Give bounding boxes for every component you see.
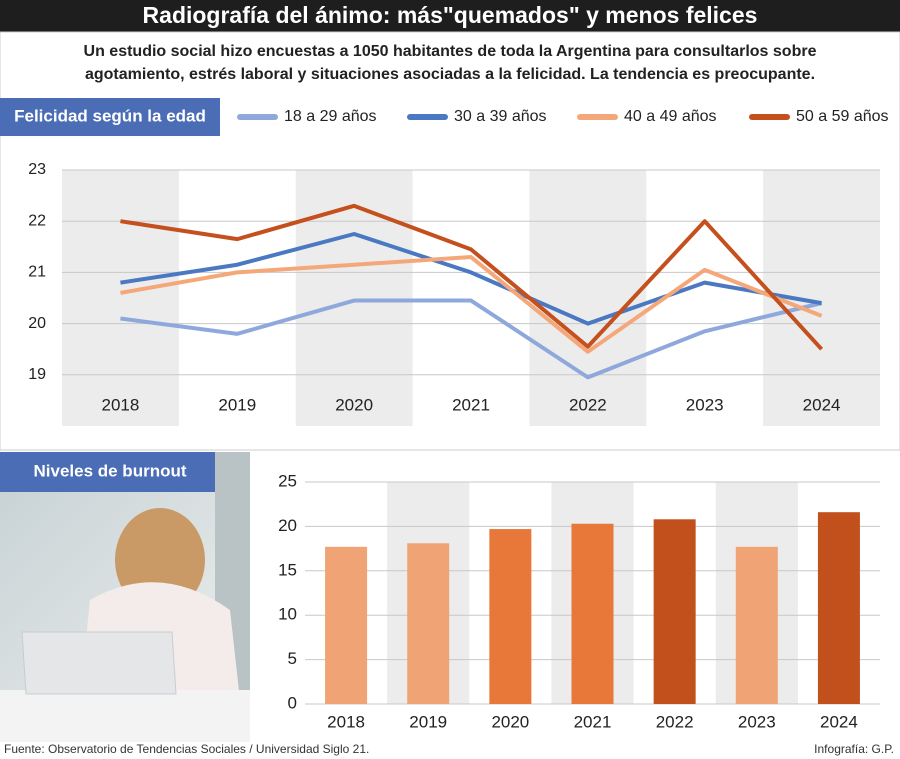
y-tick-label: 25 [278, 471, 297, 490]
section-header [0, 98, 220, 136]
subtitle: Un estudio social hizo encuestas a 1050 … [83, 43, 817, 83]
bar [325, 546, 368, 704]
y-tick-label: 22 [28, 212, 46, 229]
x-tick-label: 2019 [218, 395, 256, 414]
y-tick-label: 10 [278, 605, 297, 624]
line-series [120, 298, 823, 380]
bar [571, 523, 614, 704]
x-tick-label: 2024 [803, 395, 841, 414]
frame [0, 31, 900, 451]
chart-title: Felicidad según la edad [14, 106, 206, 125]
bar [817, 512, 860, 704]
bar [489, 529, 532, 704]
legend-label: 30 a 39 años [454, 108, 547, 125]
x-tick-label: 2023 [686, 395, 724, 414]
x-tick-label: 2021 [574, 712, 612, 731]
category-band [529, 170, 647, 426]
x-tick-label: 2019 [409, 712, 447, 731]
line-series [120, 232, 822, 326]
legend-label: 50 a 59 años [796, 108, 889, 125]
x-tick-label: 2020 [491, 712, 529, 731]
legend-label: 18 a 29 años [284, 108, 377, 125]
x-tick-label: 2020 [335, 395, 373, 414]
y-tick-label: 15 [278, 560, 297, 579]
photo-laptop [21, 631, 177, 695]
x-tick-label: 2023 [738, 712, 776, 731]
x-tick-label: 2018 [327, 712, 365, 731]
x-tick-label: 2022 [656, 712, 694, 731]
bar [407, 543, 450, 704]
x-tick-label: 2021 [452, 395, 490, 414]
y-tick-label: 0 [288, 693, 297, 712]
section-header [0, 452, 220, 492]
category-band [295, 170, 413, 426]
y-tick-label: 20 [278, 516, 297, 535]
legend-label: 40 a 49 años [624, 108, 717, 125]
chart-title: Niveles de burnout [33, 461, 186, 480]
y-tick-label: 5 [288, 649, 297, 668]
photo [0, 452, 250, 742]
y-tick-label: 23 [28, 161, 46, 178]
credit: Infografía: G.P. [814, 742, 894, 756]
category-band [62, 170, 179, 426]
y-tick-label: 20 [28, 315, 46, 332]
line-series [120, 255, 823, 354]
x-tick-label: 2024 [820, 712, 858, 731]
source: Fuente: Observatorio de Tendencias Socia… [4, 742, 369, 756]
bar [735, 546, 778, 704]
x-tick-label: 2018 [102, 395, 140, 414]
photo-desk [0, 690, 250, 742]
bar [653, 519, 696, 704]
title-bar [0, 0, 900, 32]
title: Radiografía del ánimo: más"quemados" y m… [143, 2, 758, 28]
y-tick-label: 21 [28, 264, 46, 281]
y-tick-label: 19 [28, 366, 46, 383]
x-tick-label: 2022 [569, 395, 607, 414]
line-series [120, 203, 824, 351]
